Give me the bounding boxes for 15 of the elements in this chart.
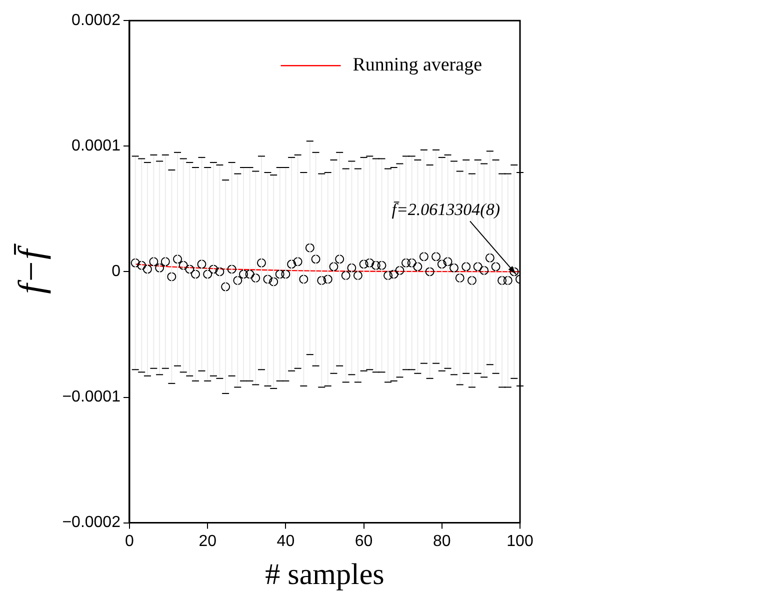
y-tick-label: 0.0002 — [72, 12, 121, 30]
x-tick-label: 60 — [354, 532, 373, 550]
legend-label: Running average — [352, 54, 482, 76]
x-tick-label: 100 — [506, 532, 534, 550]
y-axis-title: f−f̄ — [11, 243, 52, 294]
annotation: f̄=2.0613304(8) — [392, 200, 500, 220]
y-tick-label: 0.0001 — [72, 138, 121, 155]
y-tick-label: −0.0002 — [62, 514, 121, 532]
x-axis-title: # samples — [265, 558, 384, 591]
x-tick-label: 0 — [125, 532, 134, 550]
y-tick-label: −0.0001 — [62, 388, 121, 406]
x-tick-label: 20 — [198, 532, 217, 550]
x-tick-label: 80 — [433, 532, 451, 550]
x-tick-label: 40 — [276, 532, 295, 550]
y-tick-label: 0 — [112, 263, 121, 280]
